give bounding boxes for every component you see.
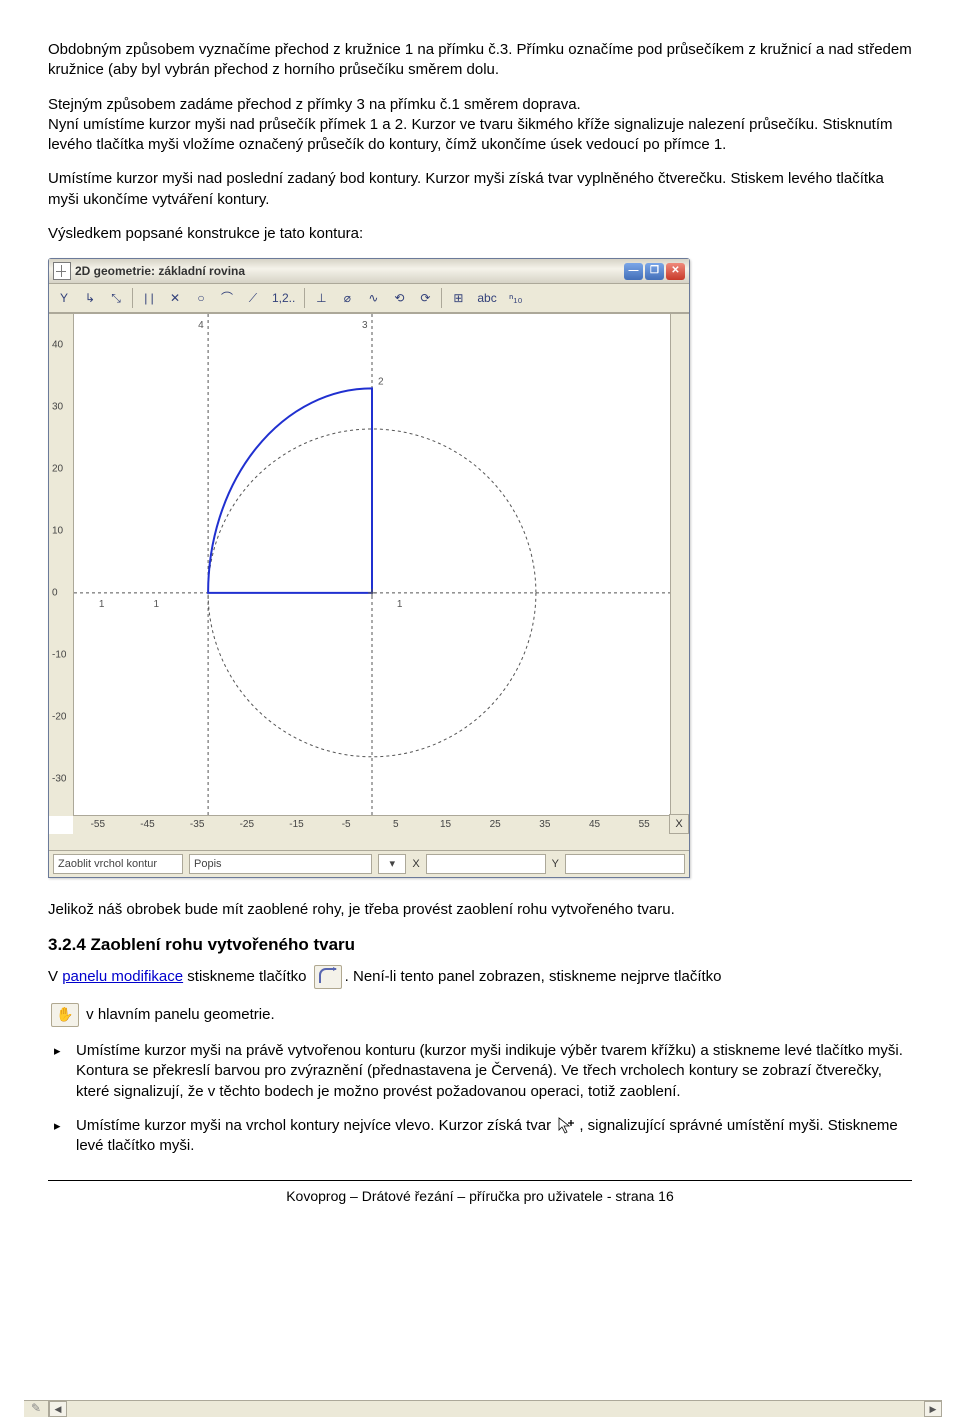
tool-circle-icon[interactable]: ○ xyxy=(189,286,213,310)
paragraph: Umístíme kurzor myši nad poslední zadaný… xyxy=(48,169,912,210)
maximize-button[interactable]: ❐ xyxy=(645,263,664,280)
app-window-figure: 2D geometrie: základní rovina — ❐ ✕ Y ↳ … xyxy=(48,258,912,878)
paragraph: ✋ v hlavním panelu geometrie. xyxy=(48,1003,912,1027)
tool-redo-icon[interactable]: ⟳ xyxy=(413,286,437,310)
drawing-canvas[interactable]: Y -30-20-10010203040 111234 -55-45-35-25… xyxy=(49,313,689,834)
horizontal-scrollbar[interactable]: ✎ ◀ ▶ xyxy=(24,1400,942,1417)
x-axis-label: X xyxy=(669,814,689,834)
list-item: Umístíme kurzor myši na vrchol kontury n… xyxy=(68,1116,912,1157)
status-x-field[interactable] xyxy=(426,854,546,874)
vertical-scrollbar[interactable] xyxy=(670,314,689,816)
modification-panel-link[interactable]: panelu modifikace xyxy=(62,968,183,985)
close-button[interactable]: ✕ xyxy=(666,263,685,280)
cursor-arrow-plus-icon xyxy=(557,1116,577,1136)
tool-axis-icon[interactable]: ↳ xyxy=(78,286,102,310)
status-dropdown-icon[interactable]: ▾ xyxy=(378,854,406,874)
tool-y[interactable]: Y xyxy=(52,286,76,310)
scroll-right-button[interactable]: ▶ xyxy=(924,1401,942,1417)
status-operation: Zaoblit vrchol kontur xyxy=(53,854,183,874)
app-icon xyxy=(53,262,71,280)
minimize-button[interactable]: — xyxy=(624,263,643,280)
status-y-label: Y xyxy=(552,857,559,872)
hand-icon: ✋ xyxy=(51,1003,79,1027)
tool-perp-icon[interactable]: ⊥ xyxy=(309,286,333,310)
tool-curve-icon[interactable]: ∿ xyxy=(361,286,385,310)
fillet-icon xyxy=(314,965,342,989)
instruction-list: Umístíme kurzor myši na právě vytvořenou… xyxy=(48,1041,912,1156)
tool-precision-icon[interactable]: ⁿ₁₀ xyxy=(504,286,528,310)
status-desc-field[interactable]: Popis xyxy=(189,854,372,874)
tool-arc-icon[interactable]: ⌒ xyxy=(215,286,239,310)
x-ruler: -55-45-35-25-15-551525354555 xyxy=(73,815,671,834)
y-ruler: -30-20-10010203040 xyxy=(49,314,74,816)
section-heading: 3.2.4 Zaoblení rohu vytvořeného tvaru xyxy=(48,934,912,957)
paragraph: V panelu modifikace stiskneme tlačítko .… xyxy=(48,965,912,989)
paragraph: Obdobným způsobem vyznačíme přechod z kr… xyxy=(48,40,912,81)
paragraph: Výsledkem popsané konstrukce je tato kon… xyxy=(48,224,912,244)
paragraph: Jelikož náš obrobek bude mít zaoblené ro… xyxy=(48,900,912,920)
tool-slash-icon[interactable]: ⟋ xyxy=(241,286,265,310)
svg-text:1: 1 xyxy=(99,599,105,610)
list-item: Umístíme kurzor myši na právě vytvořenou… xyxy=(68,1041,912,1102)
svg-text:3: 3 xyxy=(362,320,368,331)
tool-line-icon[interactable]: | | xyxy=(137,286,161,310)
status-x-label: X xyxy=(412,857,419,872)
page-footer: Kovoprog – Drátové řezání – příručka pro… xyxy=(48,1180,912,1206)
tool-text-icon[interactable]: abc xyxy=(472,286,501,310)
paragraph: Stejným způsobem zadáme přechod z přímky… xyxy=(48,95,912,156)
svg-text:1: 1 xyxy=(153,599,159,610)
window-title: 2D geometrie: základní rovina xyxy=(75,263,245,279)
status-y-field[interactable] xyxy=(565,854,685,874)
tool-x-icon[interactable]: ✕ xyxy=(163,286,187,310)
tool-grid-icon[interactable]: ⊞ xyxy=(446,286,470,310)
svg-text:2: 2 xyxy=(378,376,384,387)
status-bar: Zaoblit vrchol kontur Popis ▾ X Y xyxy=(49,850,689,877)
tool-diam-icon[interactable]: ⌀ xyxy=(335,286,359,310)
toolbar: Y ↳ ⤡ | | ✕ ○ ⌒ ⟋ 1,2.. ⊥ ⌀ ∿ ⟲ ⟳ ⊞ abc … xyxy=(49,284,689,313)
tool-scale-icon[interactable]: ⤡ xyxy=(104,286,128,310)
tool-number-icon[interactable]: 1,2.. xyxy=(267,286,300,310)
window-titlebar: 2D geometrie: základní rovina — ❐ ✕ xyxy=(49,259,689,284)
svg-text:1: 1 xyxy=(397,599,403,610)
plot-svg: 1 1 1 2 3 4 xyxy=(73,314,671,816)
tool-undo-icon[interactable]: ⟲ xyxy=(387,286,411,310)
svg-text:4: 4 xyxy=(198,320,204,331)
scroll-left-button[interactable]: ◀ xyxy=(49,1401,67,1417)
